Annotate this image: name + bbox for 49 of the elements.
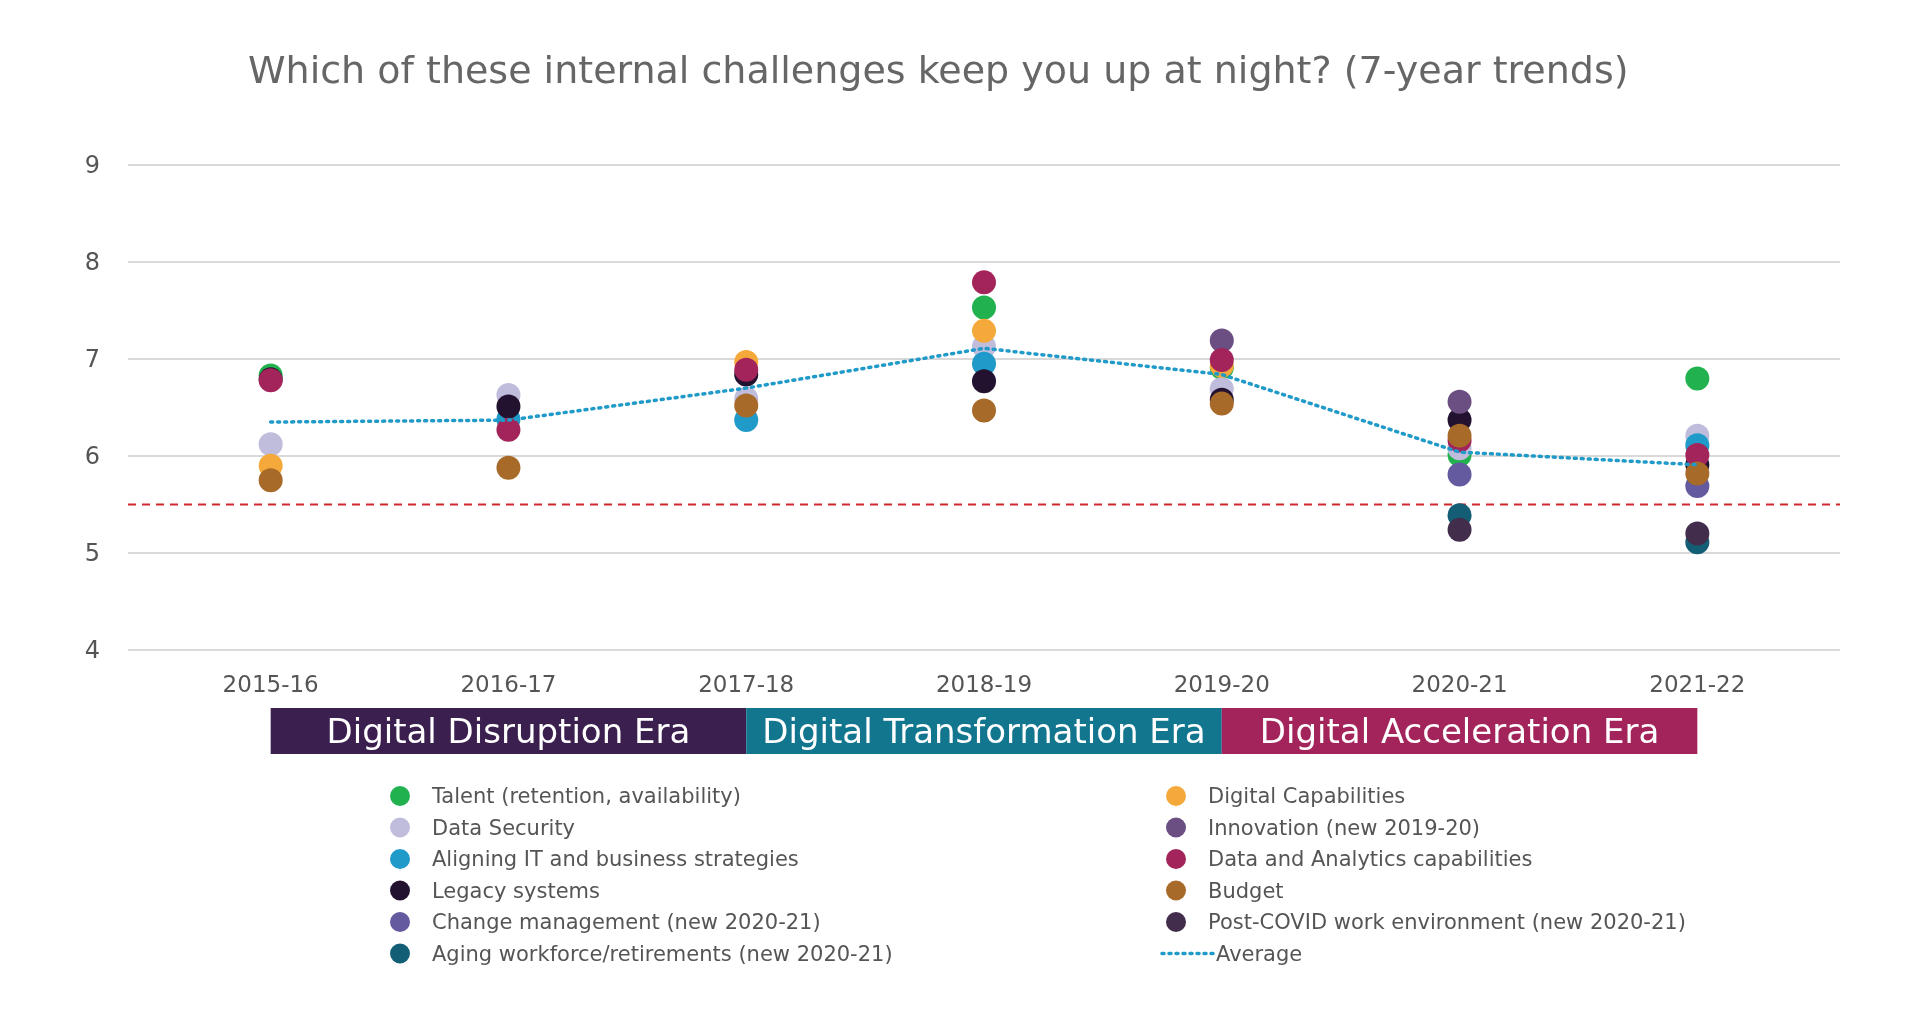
point [1685, 461, 1710, 486]
legend-label: Legacy systems [432, 878, 600, 903]
y-tick-label: 8 [84, 248, 100, 277]
x-tick-label: 2021-22 [1649, 671, 1746, 697]
point [972, 318, 996, 343]
legend-label: Digital Capabilities [1208, 784, 1406, 809]
text: Digital Transformation Era [762, 710, 1206, 751]
point [734, 357, 759, 382]
y-tick-label: 4 [84, 636, 100, 665]
point [1447, 389, 1472, 414]
point [1685, 366, 1710, 391]
point [1447, 462, 1472, 487]
x-tick-label: 2018-19 [935, 671, 1033, 697]
legend-label: Aligning IT and business strategies [432, 847, 799, 872]
legend-label: Innovation (new 2019-20) [1208, 815, 1481, 840]
x-tick-label: 2015-16 [222, 671, 319, 697]
point [972, 369, 996, 394]
point [1685, 521, 1710, 546]
point [1447, 423, 1472, 448]
text: Digital Acceleration Era [1259, 710, 1660, 751]
point [972, 270, 996, 295]
y-tick-label: 9 [84, 151, 100, 180]
point [1209, 347, 1234, 372]
legend-label: Post-COVID work environment (new 2020-21) [1208, 910, 1686, 935]
point [496, 455, 521, 480]
text: Digital Disruption Era [326, 710, 691, 751]
chart-title: Which of these internal challenges keep you up at night? (7-year trends) [248, 48, 1629, 92]
point [496, 394, 521, 419]
legend-label: Aging workforce/retirements (new 2020-21) [432, 941, 893, 966]
legend-label: Talent (retention, availability) [431, 784, 741, 809]
x-tick-label: 2017-18 [698, 671, 795, 697]
point [258, 432, 283, 457]
legend-label: Average [1216, 941, 1303, 966]
x-tick-label: 2020-21 [1411, 671, 1508, 697]
legend-label: Budget [1208, 878, 1284, 903]
y-tick-label: 7 [84, 345, 100, 374]
point [734, 393, 759, 418]
legend-label: Data Security [432, 815, 576, 840]
legend-label: Data and Analytics capabilities [1208, 847, 1533, 872]
x-tick-label: 2016-17 [460, 671, 557, 697]
point [496, 417, 521, 442]
point [1447, 517, 1472, 542]
y-tick-label: 6 [84, 442, 100, 471]
point [972, 398, 996, 423]
y-tick-label: 5 [84, 539, 100, 568]
point [972, 295, 996, 320]
point [258, 468, 283, 493]
x-tick-label: 2019-20 [1173, 671, 1270, 697]
legend-label: Change management (new 2020-21) [432, 910, 821, 935]
